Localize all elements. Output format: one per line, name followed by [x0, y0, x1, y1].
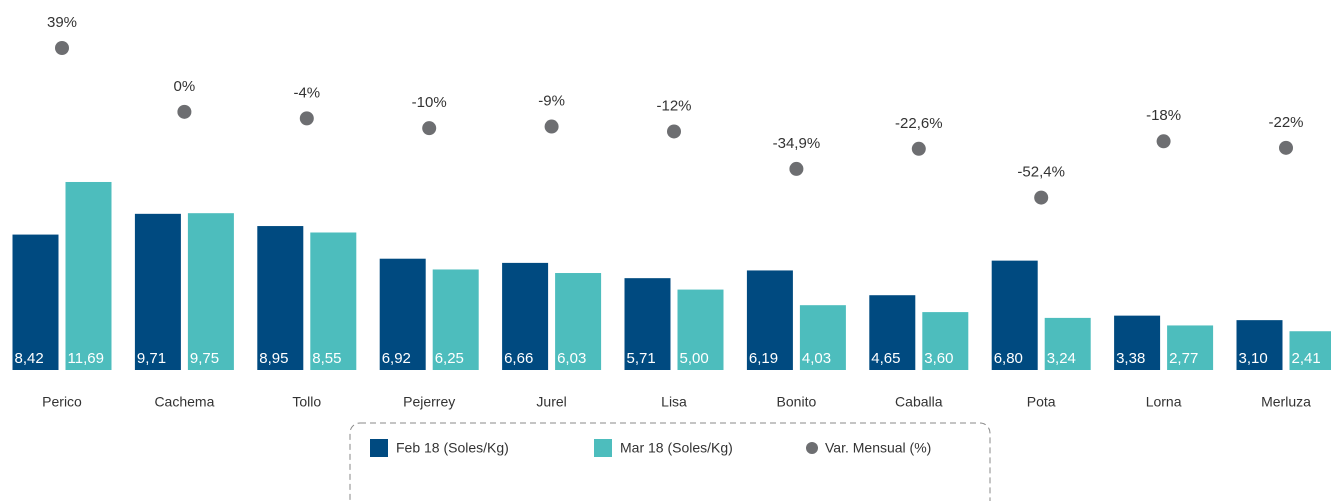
x-tick-label: Pejerrey — [403, 394, 455, 410]
bar — [1289, 331, 1331, 370]
value-label: 5,71 — [627, 350, 656, 367]
value-label: 3,38 — [1116, 350, 1145, 367]
bar — [1236, 320, 1283, 370]
value-label: 2,41 — [1292, 350, 1321, 367]
x-tick-label: Cachema — [154, 394, 214, 410]
value-label: 6,66 — [504, 350, 533, 367]
variation-dot — [544, 119, 559, 134]
bar — [1114, 315, 1161, 370]
legend-label: Var. Mensual (%) — [825, 440, 931, 456]
x-tick-label: Caballa — [895, 394, 943, 410]
value-label: 8,42 — [15, 350, 44, 367]
bar — [257, 226, 304, 370]
bar — [991, 260, 1038, 370]
x-tick-label: Bonito — [777, 394, 817, 410]
x-tick-label: Perico — [42, 394, 82, 410]
x-tick-label: Lorna — [1146, 394, 1182, 410]
value-label: 6,92 — [382, 350, 411, 367]
legend-label: Feb 18 (Soles/Kg) — [396, 440, 509, 456]
bar — [799, 305, 846, 370]
variation-label: 39% — [47, 14, 77, 31]
variation-dot — [789, 161, 804, 176]
value-label: 6,80 — [994, 350, 1023, 367]
variation-dot — [911, 141, 926, 156]
legend-marker — [806, 442, 818, 454]
variation-dot — [299, 111, 314, 126]
value-label: 3,24 — [1047, 350, 1076, 367]
variation-label: -22,6% — [895, 115, 943, 132]
value-label: 8,55 — [312, 350, 341, 367]
bar — [502, 262, 549, 370]
variation-label: -52,4% — [1017, 164, 1065, 181]
bar — [134, 213, 181, 370]
variation-dot — [55, 41, 69, 55]
variation-dot — [1279, 140, 1293, 155]
variation-dot — [422, 121, 437, 136]
x-tick-label: Merluza — [1261, 394, 1311, 410]
variation-label: -4% — [293, 84, 320, 101]
bar — [432, 269, 479, 370]
bar — [65, 181, 112, 370]
bar — [624, 278, 671, 370]
value-label: 6,25 — [435, 350, 464, 367]
value-label: 5,00 — [680, 350, 709, 367]
value-label: 3,60 — [924, 350, 953, 367]
value-label: 2,77 — [1169, 350, 1198, 367]
variation-dot — [177, 104, 192, 119]
variation-label: -10% — [412, 94, 447, 111]
value-label: 3,10 — [1239, 350, 1268, 367]
legend-marker — [370, 439, 388, 457]
value-label: 8,95 — [259, 350, 288, 367]
legend-marker — [594, 439, 612, 457]
variation-label: -34,9% — [773, 135, 821, 152]
bar — [746, 270, 793, 370]
value-label: 4,65 — [871, 350, 900, 367]
bar — [310, 232, 357, 370]
legend-box — [349, 422, 991, 501]
value-label: 4,03 — [802, 350, 831, 367]
variation-label: -18% — [1146, 107, 1181, 124]
bar — [922, 312, 969, 370]
variation-dot — [1156, 134, 1171, 149]
x-tick-label: Tollo — [292, 394, 321, 410]
bar — [187, 213, 234, 370]
variation-label: -22% — [1268, 114, 1303, 131]
legend-label: Mar 18 (Soles/Kg) — [620, 440, 733, 456]
bar — [555, 273, 602, 370]
x-tick-label: Jurel — [536, 394, 566, 410]
x-tick-label: Pota — [1027, 394, 1056, 410]
value-label: 9,71 — [137, 350, 166, 367]
variation-label: -12% — [656, 97, 691, 114]
value-label: 6,19 — [749, 350, 778, 367]
variation-dot — [667, 124, 681, 139]
variation-label: 0% — [174, 78, 196, 95]
bar — [12, 234, 59, 370]
bar — [1044, 317, 1091, 370]
bar — [379, 258, 426, 370]
value-label: 9,75 — [190, 350, 219, 367]
variation-dot — [1034, 190, 1049, 205]
variation-label: -9% — [538, 93, 565, 110]
bar — [869, 295, 916, 370]
bar — [677, 289, 724, 370]
bar — [1167, 325, 1214, 370]
value-label: 11,69 — [68, 350, 104, 367]
x-tick-label: Lisa — [661, 394, 687, 410]
value-label: 6,03 — [557, 350, 586, 367]
